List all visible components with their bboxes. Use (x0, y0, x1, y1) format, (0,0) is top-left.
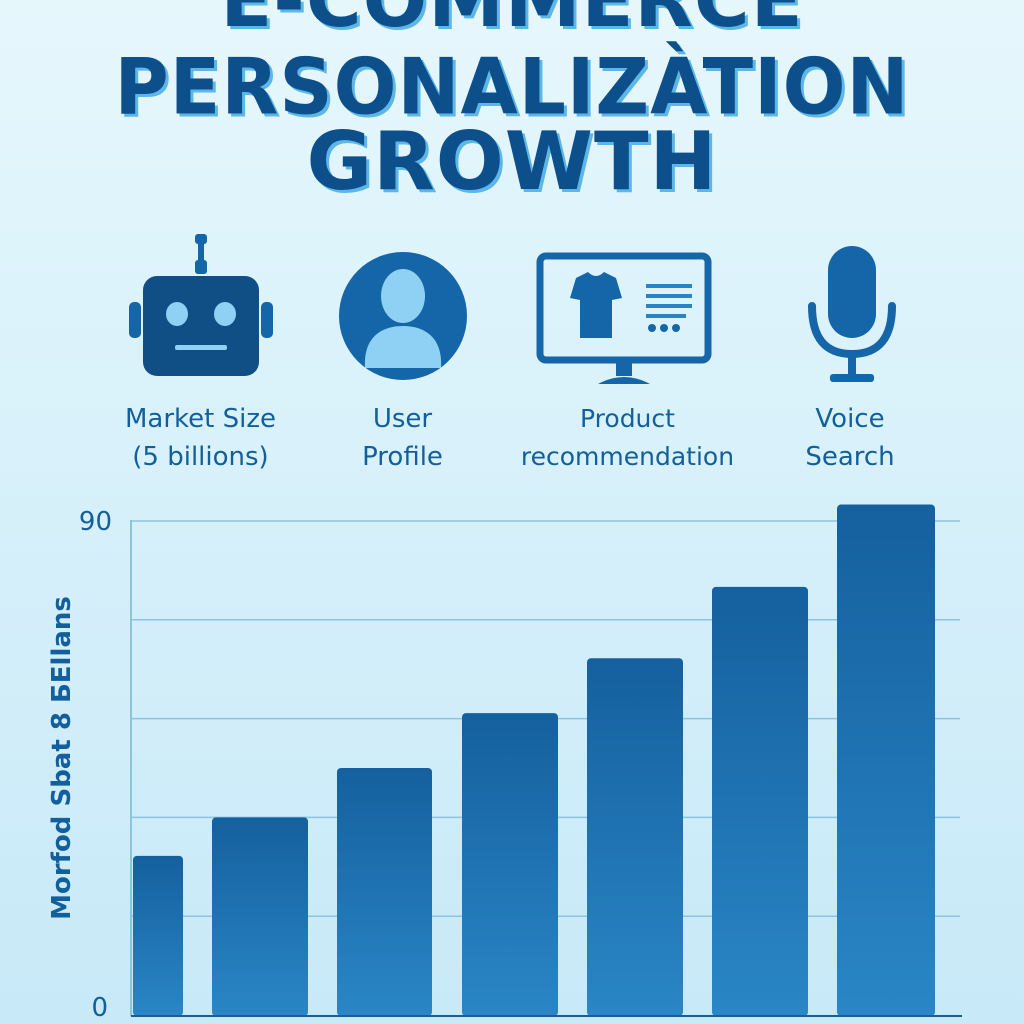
title-line-3: GROWTH (306, 115, 718, 208)
feature-label-line: Voice (815, 404, 885, 434)
bar-chart: 90 0 Morfod Sbat 8 БEllans (47, 504, 962, 1023)
bar-5 (587, 658, 683, 1016)
feature-label-user-profile: User Profile (320, 400, 485, 476)
bar-7 (837, 504, 935, 1016)
title-line-2: PERSONALIZÀTION (114, 41, 910, 133)
bar-1 (133, 855, 183, 1016)
bar-3 (337, 768, 432, 1016)
feature-label-line: (5 billions) (132, 442, 269, 472)
feature-label-line: User (372, 404, 433, 434)
y-tick-label-0: 0 (91, 993, 108, 1023)
feature-label-market-size: Market Size (5 billions) (88, 400, 313, 476)
y-axis-label: Morfod Sbat 8 БEllans (47, 596, 77, 920)
feature-label-line: Profile (362, 442, 443, 472)
feature-label-line: Product (580, 404, 675, 433)
monitor-shirt-icon (536, 252, 712, 384)
bar-6 (712, 586, 808, 1016)
feature-label-line: Market Size (124, 404, 276, 434)
feature-label-line: recommendation (520, 442, 735, 471)
microphone-icon (808, 246, 896, 382)
bar-4 (462, 713, 558, 1016)
feature-label-line: Search (805, 442, 895, 472)
feature-label-voice-search: Voice Search (780, 400, 920, 476)
robot-icon (129, 234, 273, 376)
user-profile-icon (339, 252, 467, 380)
title-line-1: E-COMMERCE (0, 0, 1024, 38)
feature-label-product-recommendation: Product recommendation (490, 400, 765, 476)
bar-2 (212, 817, 308, 1016)
y-tick-label-90: 90 (79, 507, 112, 537)
